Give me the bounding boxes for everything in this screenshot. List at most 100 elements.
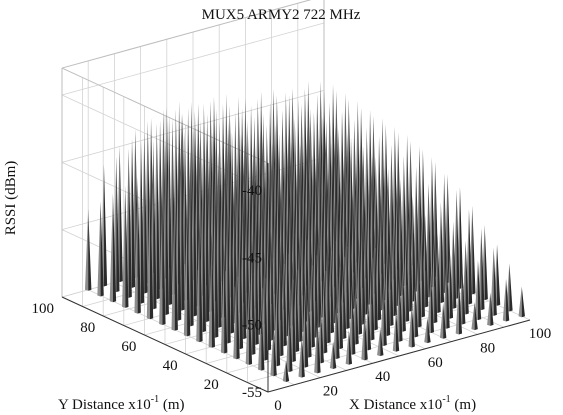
spike-dark-face: [301, 336, 305, 378]
spike-dark-face: [383, 277, 387, 347]
spike-light-face: [471, 302, 475, 331]
z-tick-label: -45: [242, 250, 262, 266]
spike-dark-face: [374, 228, 378, 331]
z-axis-label: RSSI (dBm): [3, 161, 19, 236]
spike-dark-face: [315, 222, 319, 338]
spike-dark-face: [493, 247, 497, 316]
spike-dark-face: [317, 318, 321, 374]
spike-dark-face: [380, 328, 384, 357]
spike-dark-face: [215, 175, 219, 338]
spike-dark-face: [490, 292, 494, 326]
spike-group: [85, 81, 525, 382]
spike-dark-face: [440, 202, 445, 304]
spike-dark-face: [320, 308, 324, 364]
spike-dark-face: [174, 188, 178, 331]
spike-dark-face: [211, 232, 215, 348]
y-tick-label: 40: [163, 358, 178, 374]
spike-light-face: [146, 176, 150, 320]
z-tick-label: -50: [242, 318, 262, 334]
spike-dark-face: [358, 239, 363, 335]
spike-dark-face: [169, 115, 173, 305]
spike-light-face: [196, 213, 200, 343]
spike-dark-face: [137, 177, 141, 314]
spike-light-face: [380, 277, 384, 347]
x-axis-label: X Distance x10-1 (m): [349, 394, 476, 413]
spike-dark-face: [333, 341, 337, 370]
y-tick-label: 60: [121, 339, 136, 355]
spike-dark-face: [162, 189, 166, 325]
spike-dark-face: [132, 138, 136, 288]
spike-dark-face: [165, 138, 169, 315]
spike-dark-face: [468, 209, 473, 305]
spike-light-face: [345, 330, 349, 365]
spike-dark-face: [292, 259, 296, 362]
spike-dark-face: [348, 330, 353, 365]
x-axis-line: [267, 319, 531, 393]
x-tick-label: 40: [375, 369, 390, 385]
chart-title: MUX5 ARMY2 722 MHz: [202, 7, 361, 23]
spike-dark-face: [390, 244, 394, 327]
spike-dark-face: [255, 202, 259, 345]
spike-light-face: [109, 193, 113, 303]
y-tick-label: 100: [32, 301, 55, 317]
spike-light-face: [270, 328, 274, 377]
axis-labels: MUX5 ARMY2 722 MHz RSSI (dBm) Y Distance…: [3, 7, 476, 413]
spike-dark-face: [202, 162, 206, 333]
side-top-edge: [61, 67, 269, 164]
x-tick-label: 60: [428, 355, 443, 371]
spike-dark-face: [346, 220, 350, 329]
spike-dark-face: [141, 140, 145, 304]
spike-dark-face: [353, 193, 357, 309]
spike-dark-face: [116, 156, 120, 293]
spike-light-face: [443, 255, 447, 329]
x-tick-label: 20: [323, 384, 338, 400]
x-tick-label: 100: [529, 326, 552, 342]
spike-light-face: [171, 188, 175, 331]
spike-dark-face: [378, 225, 382, 321]
spike-light-face: [298, 336, 302, 378]
spike-light-face: [361, 312, 365, 361]
back-wall-hgrid: [61, 22, 325, 96]
spike-dark-face: [100, 201, 104, 297]
spike-light-face: [245, 283, 249, 365]
spike-dark-face: [339, 253, 344, 349]
spike-dark-face: [352, 279, 356, 355]
x-tick-label: 0: [274, 398, 282, 414]
spike-dark-face: [144, 130, 148, 294]
spike-light-face: [286, 303, 290, 372]
x-tick-label: 80: [480, 340, 495, 356]
spike-dark-face: [125, 185, 129, 308]
spike-light-face: [474, 259, 478, 321]
y-tick-label: 80: [80, 320, 95, 336]
spike-dark-face: [128, 148, 132, 298]
spike-dark-face: [506, 278, 510, 322]
spike-dark-face: [243, 183, 247, 340]
y-axis-line: [61, 296, 269, 393]
spike-light-face: [392, 310, 396, 352]
spike-dark-face: [509, 263, 513, 312]
spike-light-face: [487, 292, 491, 326]
spike-dark-face: [453, 221, 457, 309]
spike-light-face: [85, 209, 89, 291]
spike-light-face: [233, 263, 237, 360]
spike-dark-face: [437, 233, 441, 314]
spike-light-face: [377, 328, 381, 357]
spike-dark-face: [412, 195, 416, 302]
z-tick-label: -40: [242, 183, 262, 199]
spike-dark-face: [227, 194, 231, 344]
spike-dark-face: [218, 151, 222, 328]
spike-dark-face: [178, 151, 182, 321]
spike-dark-face: [334, 201, 338, 324]
spike-dark-face: [311, 252, 315, 348]
spike-dark-face: [287, 214, 291, 337]
spike-dark-face: [421, 214, 425, 318]
spike-dark-face: [271, 231, 275, 341]
spike-dark-face: [449, 250, 454, 319]
x-axis-label-prefix: X Distance x10: [349, 397, 442, 413]
spike-light-face: [502, 278, 507, 322]
spike-dark-face: [484, 225, 488, 301]
spike-dark-face: [367, 302, 372, 351]
spike-light-face: [258, 302, 262, 371]
spike-dark-face: [318, 225, 322, 328]
spike-dark-face: [428, 183, 432, 298]
